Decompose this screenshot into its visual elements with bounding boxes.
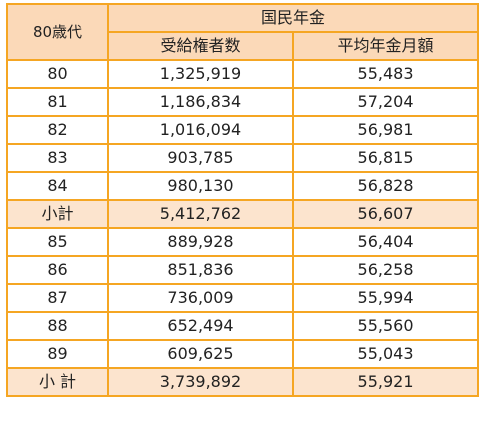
table-row: 85 889,928 56,404 (6, 227, 480, 257)
avg-monthly-cell: 56,258 (291, 255, 480, 285)
avg-monthly-cell: 56,607 (291, 199, 480, 229)
header-row-top: 80歳代 国民年金 (6, 3, 480, 61)
age-cell: 83 (6, 143, 109, 173)
subtotal-row: 小計 5,412,762 56,607 (6, 199, 480, 229)
avg-monthly-cell: 55,483 (291, 59, 480, 89)
table-header: 80歳代 国民年金 受給権者数 平均年金月額 (6, 3, 480, 61)
recipients-cell: 736,009 (107, 283, 294, 313)
table-row: 89 609,625 55,043 (6, 339, 480, 369)
age-cell: 82 (6, 115, 109, 145)
avg-monthly-cell: 56,404 (291, 227, 480, 257)
table-body: 80 1,325,919 55,483 81 1,186,834 57,204 82 1,01… (6, 59, 480, 397)
pension-table: 80歳代 国民年金 受給権者数 平均年金月額 80 1,325,919 55,483… (6, 3, 480, 397)
corner-age-header: 80歳代 (6, 3, 109, 61)
table-row: 84 980,130 56,828 (6, 171, 480, 201)
recipients-cell: 903,785 (107, 143, 294, 173)
avg-monthly-cell: 55,560 (291, 311, 480, 341)
age-cell: 85 (6, 227, 109, 257)
avg-monthly-cell: 56,981 (291, 115, 480, 145)
header-row-sub: 受給権者数 平均年金月額 (7, 31, 480, 61)
avg-monthly-cell: 55,921 (291, 367, 480, 397)
age-cell: 88 (6, 311, 109, 341)
table-row: 82 1,016,094 56,981 (6, 115, 480, 145)
age-cell: 小 計 (6, 367, 109, 397)
table-row: 81 1,186,834 57,204 (6, 87, 480, 117)
recipients-cell: 5,412,762 (107, 199, 294, 229)
age-cell: 87 (6, 283, 109, 313)
recipients-cell: 980,130 (107, 171, 294, 201)
recipients-cell: 1,186,834 (107, 87, 294, 117)
group-header-national-pension: 国民年金 (106, 3, 480, 33)
recipients-cell: 889,928 (107, 227, 294, 257)
recipients-cell: 652,494 (107, 311, 294, 341)
recipients-cell: 3,739,892 (107, 367, 294, 397)
recipients-cell: 1,016,094 (107, 115, 294, 145)
table-row: 86 851,836 56,258 (6, 255, 480, 285)
pension-table-container: 80歳代 国民年金 受給権者数 平均年金月額 80 1,325,919 55,483… (6, 3, 480, 397)
age-cell: 小計 (6, 199, 109, 229)
table-row: 80 1,325,919 55,483 (6, 59, 480, 89)
table-row: 83 903,785 56,815 (6, 143, 480, 173)
age-cell: 81 (6, 87, 109, 117)
avg-monthly-cell: 56,828 (291, 171, 480, 201)
age-cell: 89 (6, 339, 109, 369)
recipients-cell: 1,325,919 (107, 59, 294, 89)
age-cell: 80 (6, 59, 109, 89)
recipients-cell: 609,625 (107, 339, 294, 369)
avg-monthly-cell: 55,994 (291, 283, 480, 313)
table-row: 87 736,009 55,994 (6, 283, 480, 313)
table-row: 88 652,494 55,560 (6, 311, 480, 341)
age-cell: 84 (6, 171, 109, 201)
avg-monthly-cell: 56,815 (291, 143, 480, 173)
avg-monthly-cell: 57,204 (291, 87, 480, 117)
subtotal-row: 小 計 3,739,892 55,921 (6, 367, 480, 397)
column-header-avg-monthly: 平均年金月額 (291, 31, 480, 61)
avg-monthly-cell: 55,043 (291, 339, 480, 369)
recipients-cell: 851,836 (107, 255, 294, 285)
age-cell: 86 (6, 255, 109, 285)
column-header-recipients: 受給権者数 (107, 31, 294, 61)
